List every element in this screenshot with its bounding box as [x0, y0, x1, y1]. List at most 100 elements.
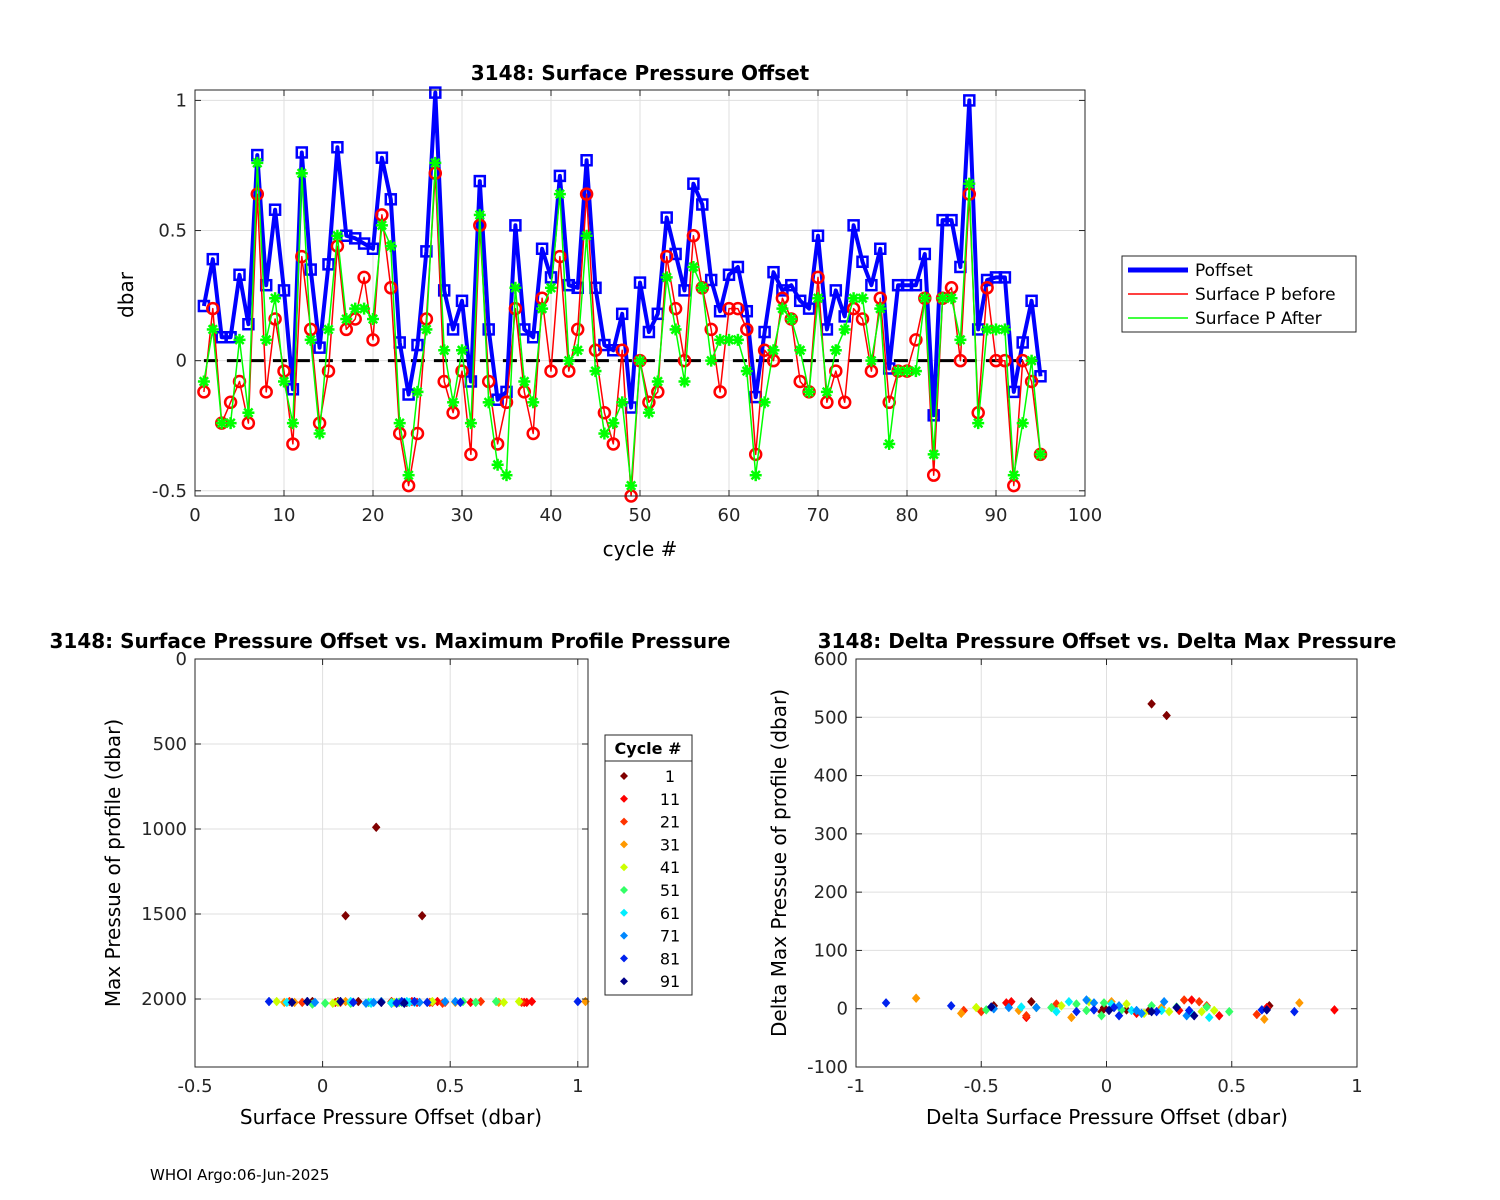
point-poffset [696, 198, 709, 211]
scatter-point [1262, 1005, 1272, 1015]
scatter-point [440, 996, 450, 1007]
point-poffset [856, 255, 869, 269]
point-surface-p-before [980, 281, 994, 295]
point-surface-p-after [927, 448, 940, 461]
scatter-point [527, 996, 537, 1007]
point-surface-p-before [588, 343, 603, 358]
point-surface-p-after [269, 292, 282, 305]
point-surface-p-before [384, 281, 398, 295]
scatter-point [341, 910, 350, 921]
point-surface-p-after [758, 396, 771, 409]
point-surface-p-before [544, 364, 558, 378]
y-tick-label: 0.5 [158, 221, 187, 242]
point-surface-p-after [812, 292, 824, 305]
point-poffset [918, 247, 932, 261]
scatter-point [1052, 1006, 1061, 1017]
point-poffset [874, 242, 887, 256]
x-tick-label: 0.5 [436, 1076, 465, 1097]
point-surface-p-after [785, 313, 798, 326]
scatter-point [417, 910, 427, 921]
scatter-point [1259, 1014, 1269, 1025]
scatter-point [1202, 1002, 1212, 1012]
point-surface-p-before [615, 343, 629, 358]
point-surface-p-before [837, 395, 852, 410]
point-poffset [446, 323, 460, 336]
scatter-point [1064, 996, 1074, 1007]
scatter-point [1082, 995, 1091, 1005]
point-poffset [580, 154, 593, 167]
scatter-point [376, 997, 386, 1008]
point-poffset [847, 219, 860, 232]
point-surface-p-after [874, 302, 887, 315]
point-surface-p-after [384, 240, 397, 253]
point-poffset [793, 294, 807, 308]
point-surface-p-after [731, 333, 744, 346]
point-surface-p-after [197, 375, 210, 388]
point-poffset [704, 273, 718, 287]
legend-label-cycle-21: 21 [660, 813, 680, 832]
point-surface-p-after [278, 375, 290, 388]
scatter-point [392, 998, 401, 1009]
point-poffset [553, 169, 567, 183]
scatter-point [1022, 1010, 1031, 1021]
point-surface-p-after [260, 333, 273, 346]
point-poffset [304, 263, 317, 276]
x-tick-label: 0 [1101, 1076, 1112, 1097]
scatter-point [287, 997, 297, 1008]
point-surface-p-after [705, 354, 718, 367]
chart-title: 3148: Delta Pressure Offset vs. Delta Ma… [818, 629, 1397, 653]
point-surface-p-after [500, 469, 513, 482]
point-surface-p-after [251, 156, 264, 169]
legend-marker-cycle-31 [620, 840, 628, 849]
scatter-point [986, 1002, 996, 1012]
scatter-point [1004, 1002, 1014, 1013]
scatter-point [1187, 995, 1197, 1005]
x-tick-label: 0 [317, 1076, 328, 1097]
point-poffset [785, 278, 798, 292]
point-poffset [945, 213, 958, 227]
chart-title: 3148: Surface Pressure Offset [471, 61, 810, 85]
axes: -1 -0.5 0 0.5 1 -100 0 100 200 300 400 500 600 [807, 649, 1363, 1097]
scatter-point [328, 998, 338, 1009]
point-surface-p-after [509, 281, 522, 294]
series-group [197, 86, 1048, 503]
point-surface-p-before [250, 187, 265, 201]
point-poffset [731, 260, 745, 274]
scatter-point [1184, 1005, 1194, 1016]
x-axis-label: Delta Surface Pressure Offset (dbar) [926, 1105, 1288, 1129]
point-surface-p-after [393, 417, 406, 430]
point-poffset [927, 409, 940, 422]
point-surface-p-before [206, 301, 220, 316]
point-surface-p-after [206, 323, 219, 336]
scatter-point [1147, 699, 1156, 709]
point-surface-p-after [473, 208, 486, 221]
scatter-point [1204, 1012, 1214, 1023]
x-tick-label: 10 [273, 505, 296, 526]
point-poffset [838, 310, 851, 323]
axes: -0.5 0 0.5 1 0 500 1000 1500 2000 [141, 649, 589, 1097]
point-surface-p-before [570, 322, 585, 337]
point-surface-p-after [464, 417, 477, 430]
point-surface-p-after [331, 229, 344, 242]
point-surface-p-after [420, 323, 433, 336]
point-surface-p-after [892, 365, 905, 378]
point-surface-p-before [295, 249, 309, 264]
point-surface-p-after [1016, 417, 1029, 430]
point-surface-p-before [286, 437, 300, 451]
point-poffset [633, 276, 647, 289]
scatter-point [1047, 1002, 1056, 1013]
scatter-point [1122, 999, 1131, 1009]
point-poffset [758, 325, 771, 339]
scatter-point [946, 1000, 956, 1011]
point-surface-p-after [642, 406, 655, 419]
point-surface-p-before [410, 426, 425, 441]
x-tick-label: 1 [572, 1076, 583, 1097]
point-poffset [829, 284, 843, 297]
scatter-point [1089, 1005, 1099, 1015]
y-axis-label: Max Pressue of profile (dbar) [101, 719, 125, 1007]
point-surface-p-before [223, 395, 238, 410]
point-surface-p-before [321, 364, 336, 378]
axes-box [194, 89, 1086, 497]
point-surface-p-after [1034, 448, 1047, 461]
point-surface-p-after [571, 344, 584, 357]
